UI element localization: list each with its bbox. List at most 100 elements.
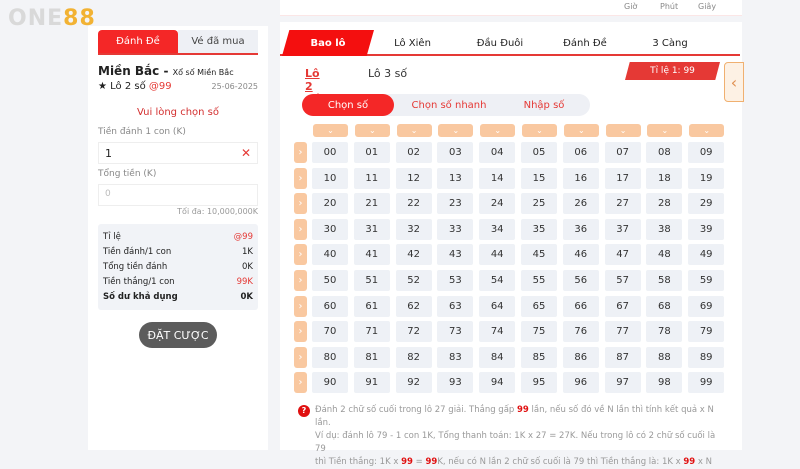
number-cell[interactable]: 04 [479,142,516,163]
number-cell[interactable]: 13 [437,167,474,189]
number-cell[interactable]: 37 [604,218,641,240]
tab-bao-lo[interactable]: Bao lô [282,30,374,56]
row-select-chevron-icon[interactable]: › [294,321,307,343]
number-cell[interactable]: 05 [521,142,557,163]
number-cell[interactable]: 63 [437,295,474,317]
number-cell[interactable]: 47 [604,244,641,266]
number-cell[interactable]: 12 [395,167,432,189]
number-cell[interactable]: 57 [604,270,641,291]
number-cell[interactable]: 16 [562,167,599,189]
number-cell[interactable]: 24 [479,193,516,215]
number-cell[interactable]: 70 [312,321,348,343]
number-cell[interactable]: 96 [562,372,599,394]
number-cell[interactable]: 72 [395,321,432,343]
number-cell[interactable]: 91 [353,372,390,394]
number-cell[interactable]: 35 [521,218,557,240]
row-select-chevron-icon[interactable]: › [294,167,307,189]
mode-chon-so-nhanh[interactable]: Chọn số nhanh [411,99,487,111]
number-cell[interactable]: 33 [437,218,474,240]
row-select-chevron-icon[interactable]: › [294,295,307,317]
number-cell[interactable]: 36 [562,218,599,240]
column-select-chevron-icon[interactable]: ⌄ [354,124,390,137]
number-cell[interactable]: 46 [562,244,599,266]
number-cell[interactable]: 07 [604,142,641,163]
place-bet-button[interactable]: ĐẶT CƯỢC [139,322,217,348]
number-cell[interactable]: 62 [395,295,432,317]
column-select-chevron-icon[interactable]: ⌄ [522,124,557,137]
number-cell[interactable]: 93 [437,372,474,394]
number-cell[interactable]: 76 [562,321,599,343]
number-cell[interactable]: 81 [353,346,390,368]
number-cell[interactable]: 94 [479,372,516,394]
number-cell[interactable]: 30 [312,218,348,240]
number-cell[interactable]: 89 [688,346,725,368]
number-cell[interactable]: 08 [646,142,683,163]
number-cell[interactable]: 65 [521,295,557,317]
number-cell[interactable]: 42 [395,244,432,266]
number-cell[interactable]: 67 [604,295,641,317]
number-cell[interactable]: 19 [688,167,725,189]
number-cell[interactable]: 55 [521,270,557,291]
number-cell[interactable]: 59 [688,270,725,291]
number-cell[interactable]: 77 [604,321,641,343]
number-cell[interactable]: 95 [521,372,557,394]
number-cell[interactable]: 14 [479,167,516,189]
column-select-chevron-icon[interactable]: ⌄ [438,124,474,137]
number-cell[interactable]: 10 [312,167,348,189]
number-cell[interactable]: 84 [479,346,516,368]
number-cell[interactable]: 52 [395,270,432,291]
tab-ve-da-mua[interactable]: Vé đã mua [178,30,258,53]
number-cell[interactable]: 09 [688,142,725,163]
total-input[interactable]: 0 [98,184,258,206]
number-cell[interactable]: 79 [688,321,725,343]
number-cell[interactable]: 87 [604,346,641,368]
number-cell[interactable]: 50 [312,270,348,291]
number-cell[interactable]: 25 [521,193,557,215]
mode-chon-so[interactable]: Chọn số [302,94,394,116]
number-cell[interactable]: 58 [646,270,683,291]
column-select-chevron-icon[interactable]: ⌄ [313,124,348,137]
number-cell[interactable]: 34 [479,218,516,240]
mode-nhap-so[interactable]: Nhập số [523,99,565,111]
row-select-chevron-icon[interactable]: › [294,218,307,240]
number-cell[interactable]: 28 [646,193,683,215]
tab-danh-de[interactable]: Đánh Đề [98,30,178,53]
number-cell[interactable]: 66 [562,295,599,317]
number-cell[interactable]: 45 [521,244,557,266]
number-cell[interactable]: 75 [521,321,557,343]
clear-icon[interactable]: ✕ [240,146,251,160]
number-cell[interactable]: 38 [646,218,683,240]
number-cell[interactable]: 00 [312,142,348,163]
column-select-chevron-icon[interactable]: ⌄ [647,124,683,137]
number-cell[interactable]: 53 [437,270,474,291]
number-cell[interactable]: 39 [688,218,725,240]
row-select-chevron-icon[interactable]: › [294,193,307,215]
number-cell[interactable]: 31 [353,218,390,240]
number-cell[interactable]: 23 [437,193,474,215]
number-cell[interactable]: 43 [437,244,474,266]
number-cell[interactable]: 88 [646,346,683,368]
number-cell[interactable]: 78 [646,321,683,343]
number-cell[interactable]: 85 [521,346,557,368]
number-cell[interactable]: 48 [646,244,683,266]
number-cell[interactable]: 64 [479,295,516,317]
number-cell[interactable]: 71 [353,321,390,343]
number-cell[interactable]: 03 [437,142,474,163]
number-cell[interactable]: 21 [353,193,390,215]
number-cell[interactable]: 29 [688,193,725,215]
one88-logo[interactable]: ONE88 [8,6,96,31]
collapse-button[interactable]: ‹ [724,62,744,102]
number-cell[interactable]: 83 [437,346,474,368]
number-cell[interactable]: 41 [353,244,390,266]
tab-lo-xien[interactable]: Lô Xiên [394,37,431,49]
amount-input[interactable]: 1 ✕ [98,142,258,164]
number-cell[interactable]: 15 [521,167,557,189]
number-cell[interactable]: 51 [353,270,390,291]
number-cell[interactable]: 73 [437,321,474,343]
number-cell[interactable]: 97 [604,372,641,394]
number-cell[interactable]: 20 [312,193,348,215]
number-cell[interactable]: 02 [395,142,432,163]
number-cell[interactable]: 60 [312,295,348,317]
number-cell[interactable]: 32 [395,218,432,240]
number-cell[interactable]: 74 [479,321,516,343]
